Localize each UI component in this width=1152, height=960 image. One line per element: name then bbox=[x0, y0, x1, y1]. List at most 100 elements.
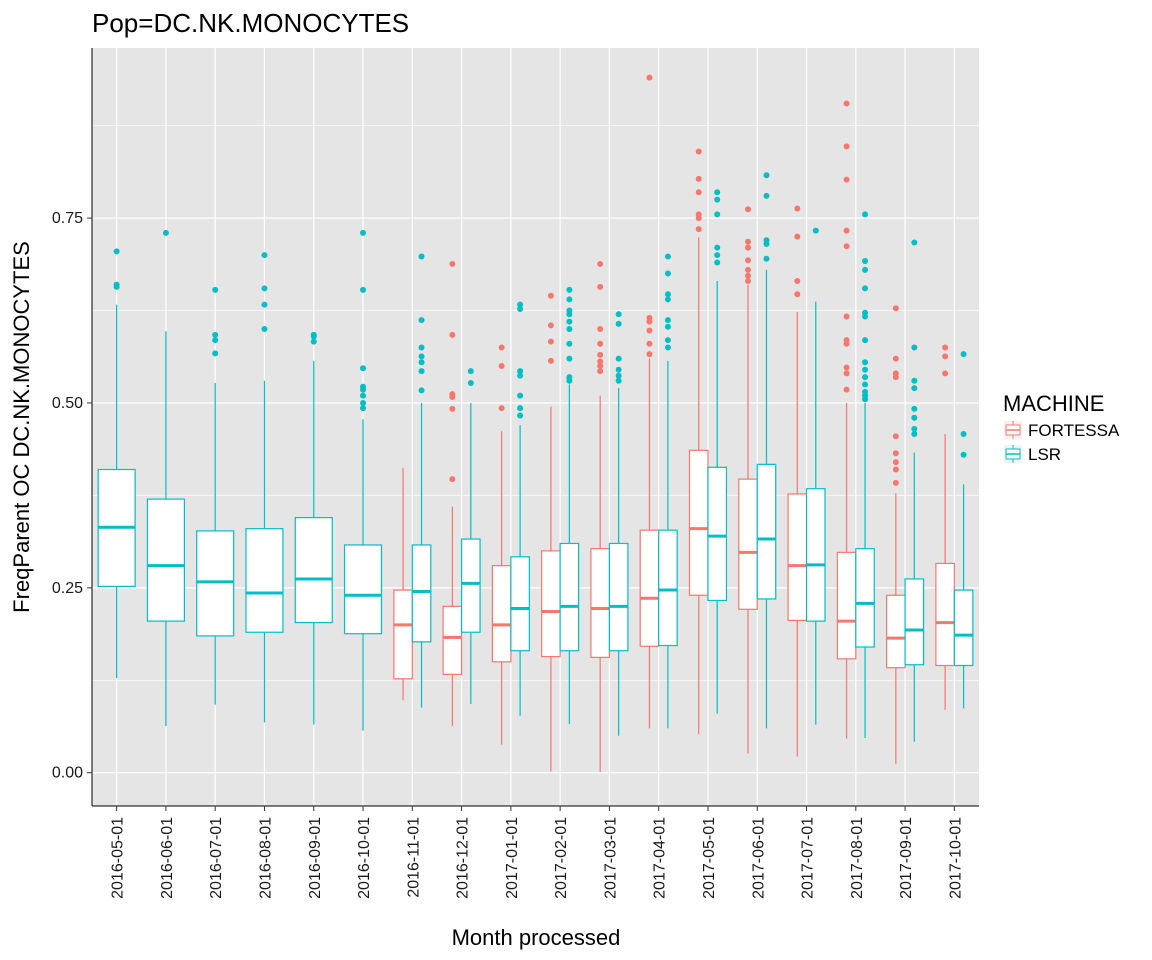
outlier-point bbox=[646, 340, 653, 347]
x-tick-label: 2017-01-01 bbox=[504, 817, 521, 899]
box-fortessa bbox=[541, 292, 561, 772]
outlier-point bbox=[862, 388, 869, 395]
x-tick-label: 2017-09-01 bbox=[898, 817, 915, 899]
outlier-point bbox=[843, 100, 850, 107]
outlier-point bbox=[517, 372, 524, 379]
outlier-point bbox=[911, 385, 918, 392]
outlier-point bbox=[418, 253, 425, 260]
box-iqr bbox=[738, 478, 758, 610]
outlier-point bbox=[597, 260, 604, 267]
box-layer bbox=[97, 74, 974, 772]
outlier-point bbox=[745, 277, 752, 284]
outlier-point bbox=[862, 211, 869, 218]
box-iqr bbox=[886, 594, 906, 669]
outlier-point bbox=[892, 479, 899, 486]
x-tick-label: 2016-08-01 bbox=[257, 817, 274, 899]
outlier-point bbox=[794, 205, 801, 212]
outlier-point bbox=[892, 459, 899, 466]
outlier-point bbox=[646, 351, 653, 358]
box-fortessa bbox=[886, 305, 906, 764]
box-fortessa bbox=[442, 260, 463, 727]
outlier-point bbox=[695, 148, 702, 155]
box-lsr bbox=[343, 229, 383, 731]
outlier-point bbox=[212, 331, 219, 338]
outlier-point bbox=[360, 392, 367, 399]
box-iqr bbox=[541, 550, 561, 658]
outlier-point bbox=[960, 351, 967, 358]
outlier-point bbox=[942, 370, 949, 377]
outlier-point bbox=[714, 211, 721, 218]
outlier-point bbox=[360, 286, 367, 293]
outlier-point bbox=[360, 405, 367, 412]
outlier-point bbox=[517, 301, 524, 308]
x-tick-label: 2017-06-01 bbox=[750, 817, 767, 899]
outlier-point bbox=[763, 192, 770, 199]
outlier-point bbox=[517, 405, 524, 412]
outlier-point bbox=[745, 206, 752, 213]
box-iqr bbox=[756, 463, 777, 600]
x-tick-label: 2017-07-01 bbox=[800, 817, 817, 899]
x-tick-label: 2016-09-01 bbox=[307, 817, 324, 899]
outlier-point bbox=[597, 283, 604, 290]
outlier-point bbox=[745, 266, 752, 273]
box-fortessa bbox=[787, 205, 808, 757]
outlier-point bbox=[862, 359, 869, 366]
box-iqr bbox=[393, 589, 413, 680]
outlier-point bbox=[714, 259, 721, 266]
box-iqr bbox=[559, 542, 580, 652]
outlier-point bbox=[261, 285, 268, 292]
outlier-point bbox=[911, 377, 918, 384]
x-tick-label: 2017-08-01 bbox=[849, 817, 866, 899]
outlier-point bbox=[261, 252, 268, 259]
box-fortessa bbox=[738, 206, 758, 754]
outlier-point bbox=[664, 253, 671, 260]
outlier-point bbox=[498, 405, 505, 412]
y-tick-label: 0.75 bbox=[52, 210, 83, 227]
box-lsr bbox=[756, 172, 777, 729]
outlier-point bbox=[911, 344, 918, 351]
box-iqr bbox=[658, 529, 678, 647]
outlier-point bbox=[517, 412, 524, 419]
outlier-point bbox=[261, 326, 268, 333]
y-axis-ticks: 0.00 0.25 0.50 0.75 bbox=[52, 210, 92, 782]
box-iqr bbox=[639, 529, 660, 647]
box-lsr bbox=[146, 229, 185, 727]
outlier-point bbox=[843, 243, 850, 250]
outlier-point bbox=[911, 425, 918, 432]
outlier-point bbox=[911, 405, 918, 412]
outlier-point bbox=[843, 337, 850, 344]
box-fortessa bbox=[836, 100, 857, 739]
outlier-point bbox=[664, 344, 671, 351]
outlier-point bbox=[212, 286, 219, 293]
outlier-point bbox=[566, 374, 573, 381]
outlier-point bbox=[212, 350, 219, 357]
outlier-point bbox=[862, 374, 869, 381]
outlier-point bbox=[695, 189, 702, 196]
outlier-point bbox=[745, 238, 752, 245]
outlier-point bbox=[449, 260, 456, 267]
outlier-point bbox=[566, 296, 573, 303]
box-lsr bbox=[707, 189, 728, 714]
box-lsr bbox=[294, 331, 333, 725]
box-iqr bbox=[688, 449, 709, 596]
outlier-point bbox=[547, 322, 554, 329]
outlier-point bbox=[794, 291, 801, 298]
outlier-point bbox=[892, 466, 899, 473]
outlier-point bbox=[843, 313, 850, 320]
outlier-point bbox=[763, 172, 770, 179]
outlier-point bbox=[812, 227, 819, 234]
outlier-point bbox=[418, 317, 425, 324]
outlier-point bbox=[517, 306, 524, 313]
legend-item-fortessa: FORTESSA bbox=[1004, 421, 1120, 440]
outlier-point bbox=[360, 365, 367, 372]
box-iqr bbox=[460, 538, 481, 633]
legend-title: MACHINE bbox=[1003, 391, 1104, 416]
outlier-point bbox=[467, 368, 474, 375]
outlier-point bbox=[862, 266, 869, 273]
box-lsr bbox=[855, 211, 875, 738]
box-iqr bbox=[953, 589, 974, 667]
outlier-point bbox=[162, 229, 169, 236]
outlier-point bbox=[843, 386, 850, 393]
outlier-point bbox=[664, 291, 671, 298]
outlier-point bbox=[664, 270, 671, 277]
